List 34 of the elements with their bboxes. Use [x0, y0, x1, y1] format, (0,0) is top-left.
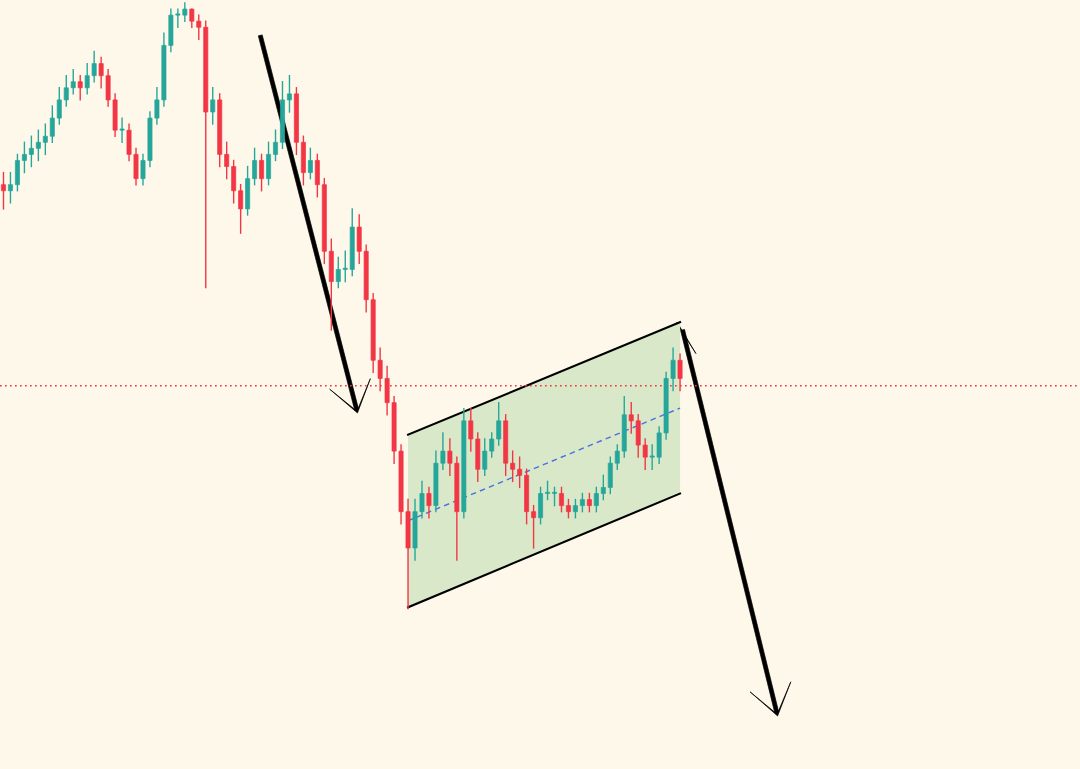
candlestick [252, 147, 258, 186]
candlestick [552, 486, 557, 507]
candlestick [517, 456, 523, 489]
candlestick [566, 498, 571, 519]
candlestick [510, 450, 516, 483]
candlestick [1, 171, 6, 210]
candlestick [559, 486, 564, 513]
candlestick [21, 141, 27, 174]
candlestick [119, 117, 125, 143]
candlestick [77, 74, 83, 101]
candlestick [8, 171, 13, 204]
candlestick [496, 401, 502, 446]
candlestick [531, 504, 537, 549]
candlestick [35, 129, 41, 162]
candlestick [210, 87, 216, 125]
candlestick [224, 141, 230, 180]
candlestick [238, 183, 244, 234]
candlestick [426, 486, 432, 519]
candlestick [572, 498, 578, 519]
candlestick [273, 129, 278, 162]
candlestick [579, 492, 585, 513]
candlestick [56, 87, 62, 125]
candlestick [600, 474, 606, 501]
candlestick [307, 147, 313, 180]
candlestick [49, 105, 55, 143]
candlestick [545, 480, 550, 501]
candlestick [287, 74, 292, 113]
candlestick [42, 123, 48, 156]
candlestick [28, 135, 34, 168]
candlestick [614, 444, 620, 470]
candlestick [259, 153, 264, 192]
candlestick [586, 492, 592, 513]
candlestick [593, 486, 599, 513]
candlestick [335, 256, 341, 289]
